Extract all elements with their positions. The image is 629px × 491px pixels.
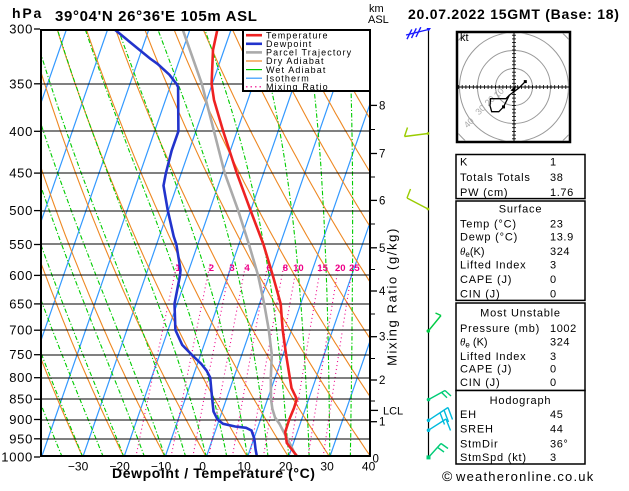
svg-text:0: 0 bbox=[550, 289, 557, 301]
svg-text:Mixing Ratio: Mixing Ratio bbox=[266, 82, 329, 92]
svg-text:1002: 1002 bbox=[550, 323, 577, 335]
svg-text:650: 650 bbox=[9, 296, 33, 311]
svg-text:Mixing Ratio (g/kg): Mixing Ratio (g/kg) bbox=[385, 227, 400, 366]
svg-text:400: 400 bbox=[9, 124, 33, 139]
svg-text:0: 0 bbox=[373, 454, 379, 466]
svg-text:3: 3 bbox=[229, 263, 234, 274]
svg-text:2: 2 bbox=[209, 263, 214, 274]
svg-text:600: 600 bbox=[9, 268, 33, 283]
svg-text:45: 45 bbox=[550, 409, 563, 421]
svg-text:θe (K): θe (K) bbox=[460, 337, 488, 350]
svg-text:750: 750 bbox=[9, 347, 33, 362]
svg-text:4: 4 bbox=[379, 286, 386, 298]
svg-text:Pressure (mb): Pressure (mb) bbox=[460, 323, 540, 335]
svg-text:SREH: SREH bbox=[460, 424, 494, 436]
svg-text:Lifted Index: Lifted Index bbox=[460, 351, 526, 363]
svg-text:20: 20 bbox=[335, 263, 346, 274]
svg-text:Dry Adiabat: Dry Adiabat bbox=[266, 56, 325, 66]
svg-text:Isotherm: Isotherm bbox=[266, 73, 310, 83]
svg-text:30: 30 bbox=[320, 460, 334, 474]
svg-text:PW (cm): PW (cm) bbox=[460, 187, 508, 199]
svg-text:23: 23 bbox=[550, 219, 563, 231]
svg-text:CAPE (J): CAPE (J) bbox=[460, 364, 512, 376]
svg-text:km: km bbox=[369, 3, 384, 15]
svg-text:EH: EH bbox=[460, 409, 477, 421]
svg-text:CIN (J): CIN (J) bbox=[460, 289, 500, 301]
svg-text:−20: −20 bbox=[109, 460, 130, 474]
svg-text:38: 38 bbox=[550, 172, 563, 184]
svg-text:weatheronline.co.uk: weatheronline.co.uk bbox=[455, 469, 594, 484]
svg-text:39°04'N 26°36'E 105m ASL: 39°04'N 26°36'E 105m ASL bbox=[55, 8, 258, 25]
svg-text:−10: −10 bbox=[151, 460, 172, 474]
svg-text:Dewp (°C): Dewp (°C) bbox=[460, 232, 518, 244]
svg-text:900: 900 bbox=[9, 412, 33, 427]
svg-text:500: 500 bbox=[9, 203, 33, 218]
svg-text:3: 3 bbox=[550, 260, 557, 272]
svg-text:Parcel Trajectory: Parcel Trajectory bbox=[266, 48, 352, 58]
svg-text:36°: 36° bbox=[550, 439, 568, 451]
svg-text:450: 450 bbox=[9, 166, 33, 181]
svg-text:44: 44 bbox=[550, 424, 563, 436]
svg-text:25: 25 bbox=[349, 263, 360, 274]
svg-text:Most Unstable: Most Unstable bbox=[480, 308, 561, 320]
svg-text:©: © bbox=[442, 468, 453, 484]
svg-text:6: 6 bbox=[267, 263, 272, 274]
svg-text:K: K bbox=[460, 157, 468, 169]
svg-text:8: 8 bbox=[379, 100, 385, 112]
svg-text:Surface: Surface bbox=[499, 204, 543, 216]
svg-text:CAPE (J): CAPE (J) bbox=[460, 274, 512, 286]
svg-text:LCL: LCL bbox=[383, 406, 403, 418]
svg-text:800: 800 bbox=[9, 370, 33, 385]
svg-text:Temperature: Temperature bbox=[266, 30, 329, 40]
svg-text:1: 1 bbox=[379, 417, 385, 429]
svg-text:5: 5 bbox=[379, 243, 385, 255]
svg-text:Dewpoint: Dewpoint bbox=[266, 39, 312, 49]
svg-text:20.07.2022 15GMT (Base: 18): 20.07.2022 15GMT (Base: 18) bbox=[408, 6, 620, 22]
svg-text:1: 1 bbox=[550, 157, 557, 169]
svg-text:kt: kt bbox=[460, 32, 469, 44]
svg-text:13.9: 13.9 bbox=[550, 232, 574, 244]
svg-text:324: 324 bbox=[550, 337, 570, 349]
svg-text:CIN (J): CIN (J) bbox=[460, 377, 500, 389]
svg-text:0: 0 bbox=[199, 460, 206, 474]
svg-text:10: 10 bbox=[237, 460, 251, 474]
svg-text:0: 0 bbox=[550, 377, 557, 389]
svg-text:0: 0 bbox=[550, 274, 557, 286]
svg-text:Totals Totals: Totals Totals bbox=[460, 172, 531, 184]
svg-text:850: 850 bbox=[9, 392, 33, 407]
svg-text:θe(K): θe(K) bbox=[460, 246, 485, 259]
svg-text:3: 3 bbox=[550, 452, 557, 464]
svg-text:StmDir: StmDir bbox=[460, 439, 498, 451]
svg-text:10: 10 bbox=[293, 263, 304, 274]
svg-text:1: 1 bbox=[175, 263, 181, 274]
svg-text:20: 20 bbox=[279, 460, 293, 474]
svg-text:324: 324 bbox=[550, 246, 570, 258]
svg-text:1000: 1000 bbox=[1, 450, 33, 465]
svg-text:8: 8 bbox=[283, 263, 288, 274]
svg-text:Wet Adiabat: Wet Adiabat bbox=[266, 65, 326, 75]
svg-text:950: 950 bbox=[9, 431, 33, 446]
svg-text:−30: −30 bbox=[68, 460, 89, 474]
svg-text:3: 3 bbox=[379, 332, 385, 344]
svg-text:2: 2 bbox=[379, 375, 385, 387]
svg-text:15: 15 bbox=[317, 263, 328, 274]
svg-text:StmSpd (kt): StmSpd (kt) bbox=[460, 452, 527, 464]
svg-text:Lifted Index: Lifted Index bbox=[460, 260, 526, 272]
svg-text:3: 3 bbox=[550, 351, 557, 363]
svg-text:0: 0 bbox=[550, 364, 557, 376]
svg-text:7: 7 bbox=[379, 149, 385, 161]
svg-text:1.76: 1.76 bbox=[550, 187, 574, 199]
svg-text:Dewpoint / Temperature (°C): Dewpoint / Temperature (°C) bbox=[112, 465, 316, 481]
svg-text:4: 4 bbox=[244, 263, 250, 274]
svg-text:Hodograph: Hodograph bbox=[490, 395, 552, 407]
svg-text:6: 6 bbox=[379, 195, 385, 207]
svg-text:Temp (°C): Temp (°C) bbox=[460, 219, 517, 231]
svg-text:300: 300 bbox=[9, 22, 33, 37]
svg-text:700: 700 bbox=[9, 323, 33, 338]
svg-text:550: 550 bbox=[9, 237, 33, 252]
svg-text:ASL: ASL bbox=[368, 14, 389, 26]
svg-text:hPa: hPa bbox=[12, 5, 43, 21]
svg-text:350: 350 bbox=[9, 76, 33, 91]
svg-text:40: 40 bbox=[362, 460, 376, 474]
